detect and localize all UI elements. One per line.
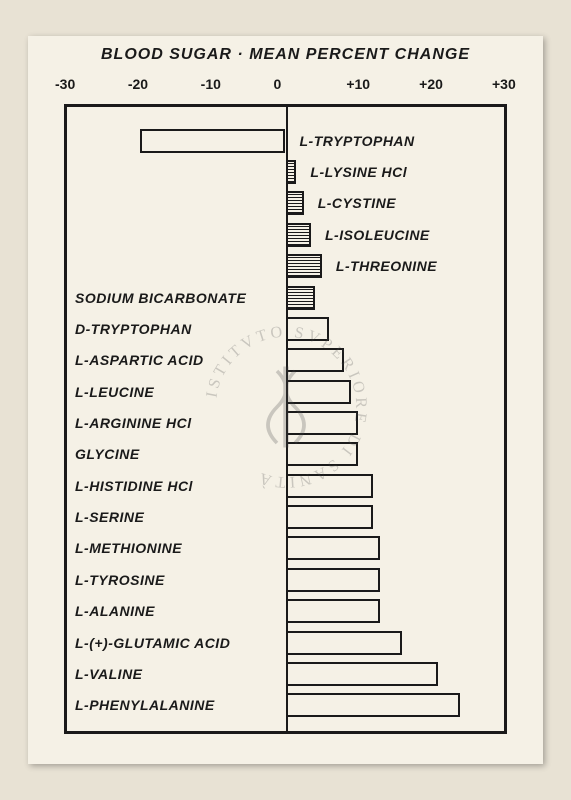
bar-row: L-VALINE — [67, 658, 504, 689]
bar-label: L-LEUCINE — [75, 384, 154, 400]
bar — [286, 474, 373, 498]
bar-label: L-PHENYLALANINE — [75, 697, 215, 713]
bar-row: GLYCINE — [67, 439, 504, 470]
bar-label: L-VALINE — [75, 666, 143, 682]
bar-label: L-LYSINE HCl — [310, 164, 407, 180]
bar — [286, 411, 359, 435]
bar-row: L-PHENYLALANINE — [67, 690, 504, 721]
bar-label: L-METHIONINE — [75, 540, 182, 556]
bar-row: SODIUM BICARBONATE — [67, 282, 504, 313]
bar-row: L-ASPARTIC ACID — [67, 345, 504, 376]
bar-row: L-ARGININE HCl — [67, 407, 504, 438]
bar-row: L-TRYPTOPHAN — [67, 125, 504, 156]
bar-row: L-ISOLEUCINE — [67, 219, 504, 250]
axis-tick-label: +30 — [492, 76, 516, 92]
chart-plot-area: L-TRYPTOPHAN L-LYSINE HCl L-CYSTINE L-ISOLE… — [64, 104, 507, 734]
bar — [286, 191, 304, 215]
bar — [286, 380, 352, 404]
bar-label: L-ARGININE HCl — [75, 415, 192, 431]
bar-label: L-(+)-GLUTAMIC ACID — [75, 635, 230, 651]
bar-label: L-ALANINE — [75, 603, 155, 619]
bar — [286, 505, 373, 529]
bar — [286, 286, 315, 310]
axis-tick-label: +10 — [346, 76, 370, 92]
bar — [286, 631, 403, 655]
bar-label: L-CYSTINE — [318, 195, 396, 211]
bar — [286, 693, 461, 717]
photo-frame: BLOOD SUGAR · MEAN PERCENT CHANGE -30 -20… — [28, 36, 543, 764]
bar-label: L-SERINE — [75, 509, 144, 525]
bar-label: D-TRYPTOPHAN — [75, 321, 192, 337]
bar-row: L-ALANINE — [67, 596, 504, 627]
bar-row: L-SERINE — [67, 501, 504, 532]
bar — [286, 442, 359, 466]
bar — [286, 536, 381, 560]
bar — [286, 223, 311, 247]
bar-label: L-THREONINE — [336, 258, 437, 274]
bar-label: L-ASPARTIC ACID — [75, 352, 204, 368]
bar-label: L-ISOLEUCINE — [325, 227, 430, 243]
axis-tick-label: +20 — [419, 76, 443, 92]
bar-row: L-LEUCINE — [67, 376, 504, 407]
bar — [286, 348, 344, 372]
axis-tick-label: -30 — [55, 76, 75, 92]
bar-label: L-TYROSINE — [75, 572, 165, 588]
bar — [286, 317, 330, 341]
bar-row: L-CYSTINE — [67, 188, 504, 219]
bar — [286, 662, 439, 686]
bar-label: L-HISTIDINE HCl — [75, 478, 193, 494]
axis-tick-label: -20 — [128, 76, 148, 92]
bar-row: D-TRYPTOPHAN — [67, 313, 504, 344]
bar-label: GLYCINE — [75, 446, 140, 462]
bar-label: SODIUM BICARBONATE — [75, 290, 246, 306]
bar-row: L-TYROSINE — [67, 564, 504, 595]
bar-row: L-HISTIDINE HCl — [67, 470, 504, 501]
chart-title: BLOOD SUGAR · MEAN PERCENT CHANGE — [64, 46, 507, 64]
bar-row: L-(+)-GLUTAMIC ACID — [67, 627, 504, 658]
bar — [286, 160, 297, 184]
bar-row: L-LYSINE HCl — [67, 156, 504, 187]
axis-tick-label: 0 — [274, 76, 282, 92]
bar — [140, 129, 286, 153]
bar-label: L-TRYPTOPHAN — [300, 133, 415, 149]
axis-tick-label: -10 — [201, 76, 221, 92]
bar — [286, 254, 322, 278]
bar — [286, 568, 381, 592]
bar-row: L-THREONINE — [67, 250, 504, 281]
bar-row: L-METHIONINE — [67, 533, 504, 564]
bar — [286, 599, 381, 623]
